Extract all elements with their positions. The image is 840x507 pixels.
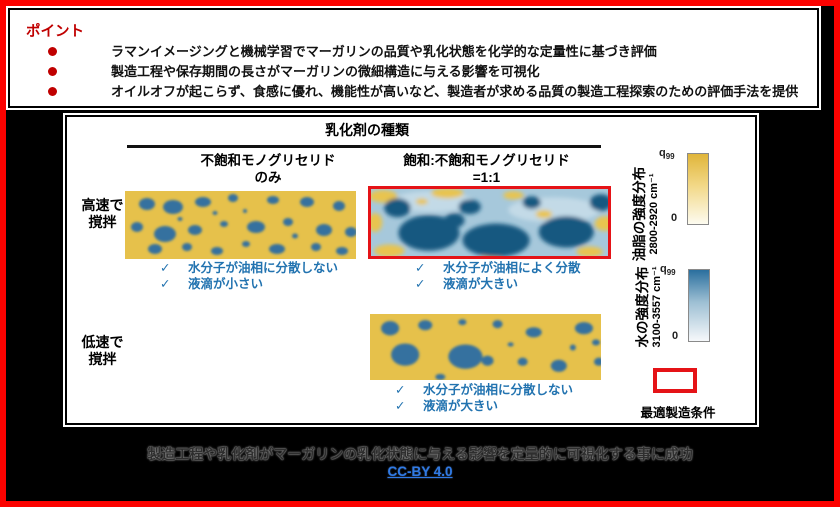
points-box: ポイント ラマンイメージングと機械学習でマーガリンの品質や乳化状態を化学的な定量… [6,6,821,110]
check-icon: ✓ [415,261,426,275]
license-row: CC-BY 4.0 [0,463,840,481]
note-line: ✓ 水分子が油相に分散しない [160,261,338,277]
column-header-line: 不飽和モノグリセリド [200,153,336,168]
column-header-line: =1:1 [472,170,501,185]
bullet-item: ラマンイメージングと機械学習でマーガリンの品質や乳化状態を化学的な定量性に基づき… [10,43,817,60]
note-text: 液滴が小さい [188,276,264,291]
bullet-text: ラマンイメージングと機械学習でマーガリンの品質や乳化状態を化学的な定量性に基づき… [111,44,657,59]
colorbar-min-label: 0 [672,330,679,342]
check-icon: ✓ [160,261,171,275]
row-label-line: 撹拌 [88,214,117,230]
colorbar-label-water: 水の強度分布 3100-3557 cm⁻¹ [631,222,667,392]
note-line: ✓ 液滴が大きい [415,277,581,293]
column-header-line: のみ [254,170,282,185]
row-label-line: 高速で [81,197,124,213]
check-icon: ✓ [160,276,171,291]
check-icon: ✓ [415,276,426,291]
note-line: ✓ 液滴が小さい [160,277,338,293]
bullet-dot-icon [48,67,57,76]
column-header-saturated-ratio: 飽和:不飽和モノグリセリド =1:1 [379,152,594,186]
note-line: ✓ 液滴が大きい [395,399,573,415]
note-text: 水分子が油相によく分散 [443,261,581,275]
license-link[interactable]: CC-BY 4.0 [387,464,453,479]
bullet-text: 製造工程や保存期間の長さがマーガリンの微細構造に与える影響を可視化 [111,64,540,79]
raman-image-high-speed-unsaturated [125,191,356,259]
check-icon: ✓ [395,398,406,413]
bottom-caption: 製造工程や乳化剤がマーガリンの乳化状態に与える影響を定量的に可視化する事に成功 [147,446,693,462]
bullet-item: 製造工程や保存期間の長さがマーガリンの微細構造に与える影響を可視化 [10,63,817,80]
bullet-dot-icon [48,87,57,96]
note-line: ✓ 水分子が油相によく分散 [415,261,581,277]
column-header-unsaturated: 不飽和モノグリセリド のみ [162,152,374,186]
row-label-line: 低速で [81,334,124,350]
notes-high-speed-unsaturated: ✓ 水分子が油相に分散しない ✓ 液滴が小さい [160,261,338,292]
bullet-text: オイルオフが起こらず、食感に優れ、機能性が高いなど、製造者が求める品質の製造工程… [111,84,799,99]
notes-low-speed-ratio: ✓ 水分子が油相に分散しない ✓ 液滴が大きい [395,383,573,414]
colorbar-max-label: q99 [660,263,676,278]
figure-title: 乳化剤の種類 [325,122,409,138]
figure-panel: 乳化剤の種類 不飽和モノグリセリド のみ 飽和:不飽和モノグリセリド =1:1 … [63,113,759,427]
raman-image-high-speed-ratio-optimal [368,186,611,259]
optimal-condition-box-icon [653,368,697,393]
raman-image-low-speed-ratio [370,314,601,380]
check-icon: ✓ [395,383,406,397]
note-text: 水分子が油相に分散しない [423,383,574,397]
colorbar-max-label: q99 [659,147,675,162]
row-label-line: 撹拌 [88,351,117,367]
colorbar-oil-gradient [687,153,709,225]
note-text: 水分子が油相に分散しない [188,261,339,275]
points-title: ポイント [26,24,84,40]
row-label-high-speed: 高速で 撹拌 [75,197,130,231]
header-rule [127,145,601,148]
note-line: ✓ 水分子が油相に分散しない [395,383,573,399]
notes-high-speed-ratio: ✓ 水分子が油相によく分散 ✓ 液滴が大きい [415,261,581,292]
colorbar-range: 3100-3557 cm⁻¹ [650,266,663,348]
colorbar-min-label: 0 [671,212,678,224]
note-text: 液滴が大きい [423,398,499,413]
bullet-dot-icon [48,47,57,56]
note-text: 液滴が大きい [443,276,519,291]
bullet-item: オイルオフが起こらず、食感に優れ、機能性が高いなど、製造者が求める品質の製造工程… [10,83,817,100]
optimal-condition-label: 最適製造条件 [640,406,716,420]
row-label-low-speed: 低速で 撹拌 [75,334,130,368]
column-header-line: 飽和:不飽和モノグリセリド [403,153,570,168]
colorbar-water-gradient [688,269,710,342]
colorbar-title: 水の強度分布 [634,266,650,348]
